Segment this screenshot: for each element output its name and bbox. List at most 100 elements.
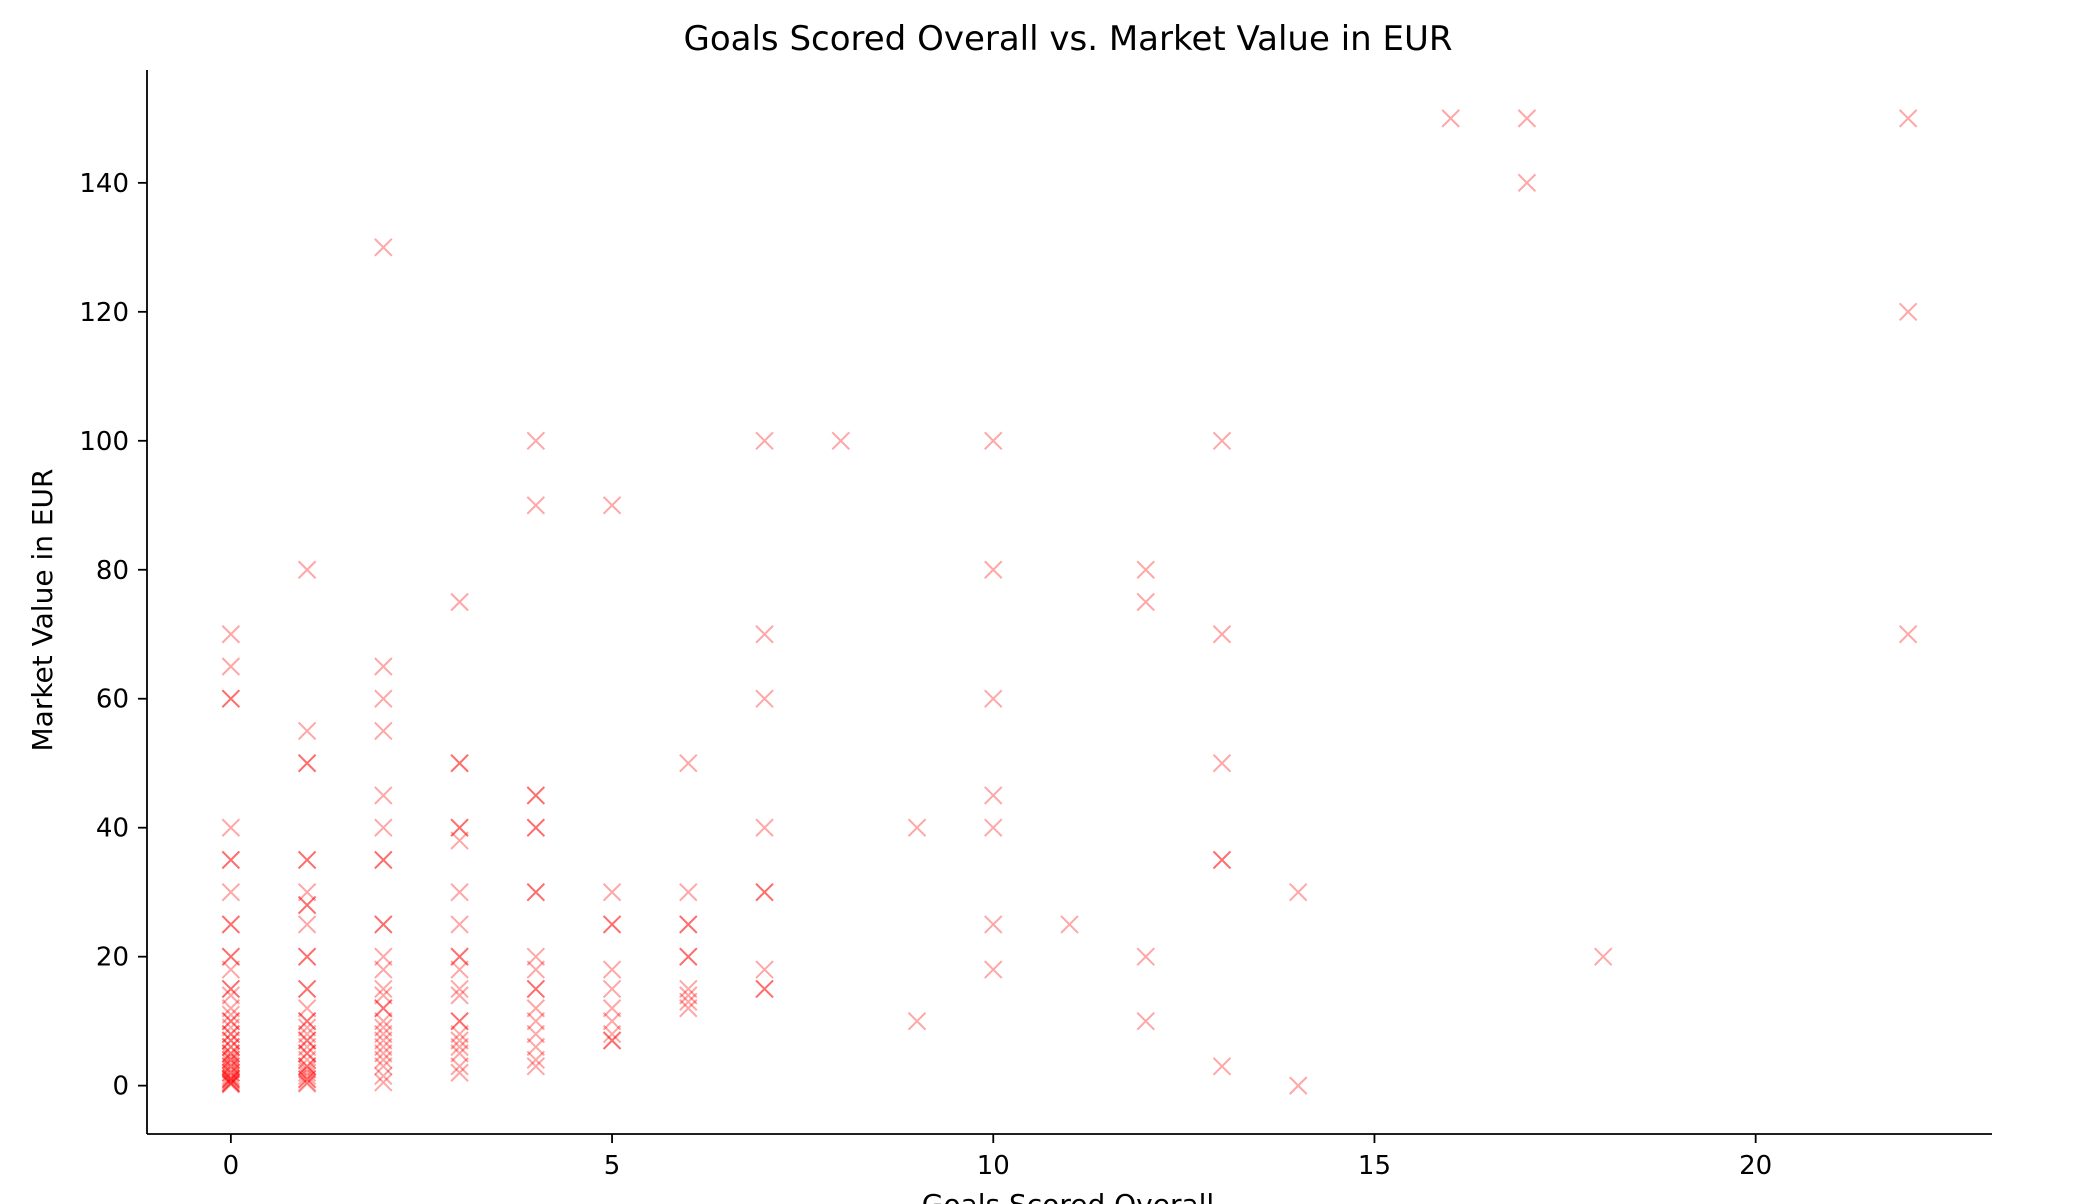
scatter-point [374,1018,393,1037]
scatter-point [221,1074,241,1093]
x-tick-label: 0 [223,1151,240,1181]
scatter-point [221,850,241,870]
scatter-point [221,947,241,966]
scatter-point [450,1044,469,1063]
scatter-point [374,947,393,966]
scatter-point [221,1018,241,1037]
scatter-point [221,1024,241,1044]
scatter-point [526,1057,546,1076]
scatter-point [450,1024,469,1044]
scatter-point [297,915,317,934]
scatter-point [221,979,241,999]
scatter-point [221,1068,241,1088]
scatter-point [297,1066,317,1086]
y-axis-ticks: 0 20 40 60 80 100 120 140 [79,169,147,1102]
scatter-point [526,1011,546,1031]
x-tick-label: 5 [604,1151,621,1181]
scatter-point [297,1063,317,1082]
scatter-point [602,960,622,979]
scatter-point [221,1005,241,1024]
scatter-point [1212,625,1232,644]
scatter-point [297,1057,317,1076]
scatter-point [221,1057,241,1076]
scatter-point [526,999,546,1018]
scatter-point [602,915,622,934]
scatter-point [984,915,1003,934]
scatter-point [374,1044,393,1063]
scatter-point [221,1063,241,1082]
scatter-point [679,882,698,902]
scatter-point [221,1031,241,1050]
scatter-point [450,754,469,773]
scatter-point [297,850,317,870]
data-points [221,109,1918,1095]
scatter-point [755,960,774,979]
scatter-point [755,431,774,450]
scatter-point [221,689,241,708]
scatter-point [374,689,393,708]
scatter-point [755,689,774,708]
x-tick-label: 10 [977,1151,1010,1181]
scatter-point [297,1050,317,1070]
scatter-point [526,1050,546,1070]
scatter-point [755,979,774,999]
plot-area: 0 5 10 15 20 0 20 40 60 80 100 120 140 [79,70,1992,1181]
scatter-point [221,1060,241,1079]
scatter-point [755,979,774,999]
scatter-point [450,1031,469,1050]
scatter-point [602,915,622,934]
scatter-point [221,1011,241,1031]
scatter-point [526,882,546,902]
scatter-point [679,754,698,773]
scatter-point [297,754,317,773]
x-tick-label: 20 [1739,1151,1772,1181]
scatter-point [221,1053,241,1073]
y-axis-label: Market Value in EUR [26,468,59,751]
scatter-point [374,1024,393,1044]
scatter-point [221,1024,241,1044]
scatter-point [984,818,1003,837]
scatter-point [221,999,241,1018]
scatter-point [374,1073,393,1092]
scatter-point [221,1044,241,1063]
scatter-point [1289,1076,1308,1095]
scatter-point [450,592,469,612]
scatter-point [221,1073,241,1093]
scatter-point [221,986,241,1005]
scatter-point [374,1031,393,1050]
scatter-point [450,1057,469,1076]
scatter-point [297,1011,317,1031]
x-axis-ticks: 0 5 10 15 20 [223,1134,1772,1181]
scatter-point [374,915,393,934]
scatter-point [907,1011,927,1031]
scatter-point [984,431,1003,450]
scatter-point [1212,431,1232,450]
scatter-point [1212,850,1232,870]
scatter-point [679,947,698,966]
scatter-point [374,960,393,979]
y-tick-label: 140 [79,169,129,199]
scatter-point [297,895,317,915]
scatter-point [755,882,774,902]
scatter-point [602,999,622,1018]
scatter-point [297,1069,317,1089]
scatter-point [679,915,698,934]
scatter-point [526,496,546,515]
scatter-point [450,1011,469,1031]
scatter-point [374,999,393,1018]
scatter-point [450,979,469,999]
scatter-point [450,818,469,837]
scatter-point [1212,850,1232,870]
scatter-point [297,1037,317,1057]
scatter-point [297,882,317,902]
scatter-point [221,882,241,902]
scatter-point [602,496,622,515]
scatter-point [297,1031,317,1050]
scatter-point [297,1074,317,1093]
scatter-point [221,1063,241,1082]
scatter-point [450,1011,469,1031]
scatter-point [297,1018,317,1037]
scatter-point [755,625,774,644]
scatter-point [755,882,774,902]
scatter-point [221,1066,241,1086]
